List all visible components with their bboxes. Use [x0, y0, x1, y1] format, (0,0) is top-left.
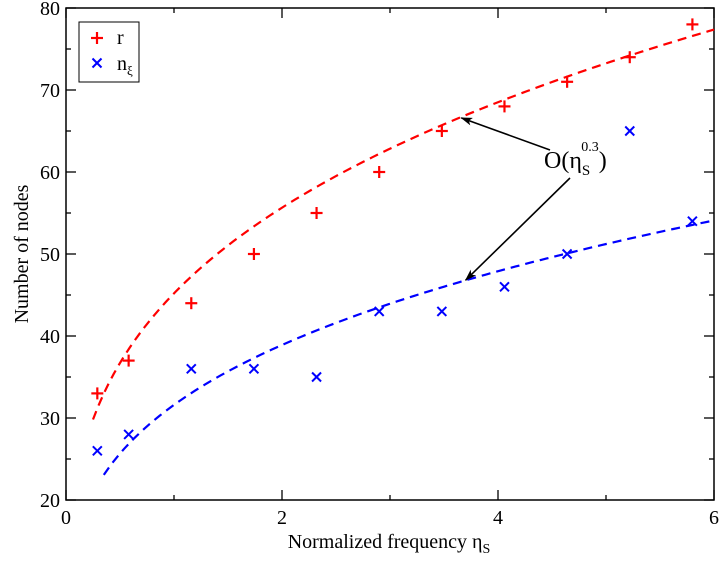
data-point-series-0 [686, 18, 699, 31]
x-axis-title: Normalized frequency ηS [288, 531, 491, 557]
y-tick-label: 20 [40, 490, 60, 512]
x-axis-title-sub: S [483, 542, 491, 557]
legend-label-n: nξ [117, 53, 133, 78]
data-point-series-0 [185, 297, 198, 310]
data-point-series-0 [561, 75, 574, 88]
x-axis-ticks: 0 2 4 6 [61, 8, 719, 529]
data-points [91, 18, 699, 457]
annotation-text: O(η [544, 148, 582, 174]
data-point-series-0 [435, 125, 448, 137]
legend-marker-r-shape [91, 32, 103, 44]
legend: r nξ [78, 21, 140, 83]
data-point-series-1 [624, 125, 635, 137]
x-tick-label: 4 [493, 507, 503, 529]
data-point-series-0 [623, 51, 636, 64]
data-point-series-0 [91, 387, 104, 400]
data-point-series-0 [498, 100, 511, 113]
data-point-series-1 [186, 363, 197, 375]
legend-label-r: r [117, 27, 124, 49]
fit-curves [91, 28, 715, 476]
x-axis-title-main: Normalized frequency η [288, 531, 483, 553]
data-point-series-1 [311, 371, 322, 383]
legend-label-n-main: n [117, 53, 127, 75]
annotation-close: ) [599, 148, 607, 174]
data-point-series-0 [247, 248, 260, 260]
data-point-series-1 [248, 363, 260, 375]
legend-marker-n-shape [91, 57, 103, 69]
annotation-label: O(ηS 0.3) [544, 140, 607, 179]
data-point-series-1 [499, 281, 510, 293]
fit-curve-1 [102, 219, 715, 476]
data-point-series-1 [436, 306, 448, 317]
data-point-series-0 [373, 166, 386, 178]
y-tick-label: 80 [40, 0, 60, 20]
x-tick-label: 0 [61, 507, 71, 529]
y-tick-label: 40 [40, 326, 60, 348]
data-point-series-1 [687, 215, 698, 227]
y-axis-ticks: 20 30 40 50 60 70 80 [40, 0, 714, 512]
annotation-sup: 0.3 [581, 140, 599, 155]
data-point-series-1 [561, 248, 573, 260]
y-axis-title: Number of nodes [11, 184, 33, 323]
data-point-series-0 [122, 354, 135, 367]
annotation-arrow-lower [464, 177, 571, 281]
data-point-series-0 [310, 207, 323, 219]
annotation-sub: S [582, 163, 590, 179]
legend-box [78, 21, 140, 83]
annotation-arrow-upper [460, 117, 551, 151]
legend-label-n-sub: ξ [127, 63, 133, 78]
legend-marker-r [91, 32, 103, 44]
data-point-series-1 [92, 445, 103, 457]
y-tick-label: 50 [40, 244, 60, 266]
data-point-series-1 [373, 306, 385, 317]
plot-frame [65, 7, 715, 501]
y-tick-label: 30 [40, 408, 60, 430]
x-tick-label: 6 [709, 507, 719, 529]
y-tick-label: 60 [40, 162, 60, 184]
fit-curve-0 [91, 28, 715, 420]
y-tick-label: 70 [40, 80, 60, 102]
legend-marker-n [91, 57, 103, 69]
x-tick-label: 2 [277, 507, 287, 529]
data-point-series-1 [123, 429, 134, 440]
annotation: O(ηS 0.3) [460, 117, 607, 281]
